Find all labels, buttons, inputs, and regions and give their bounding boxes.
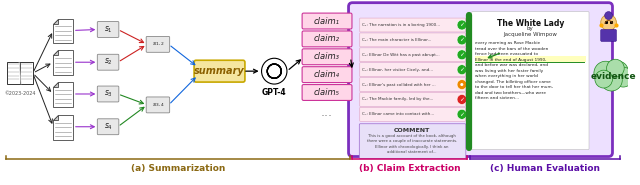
FancyBboxPatch shape	[302, 13, 352, 29]
FancyBboxPatch shape	[146, 36, 170, 52]
FancyBboxPatch shape	[472, 12, 589, 149]
FancyBboxPatch shape	[360, 33, 465, 47]
FancyBboxPatch shape	[349, 3, 612, 157]
FancyBboxPatch shape	[302, 67, 352, 83]
FancyBboxPatch shape	[97, 54, 119, 70]
FancyBboxPatch shape	[194, 60, 245, 82]
Text: This is a good account of the book, although
there were a couple of inaccurate s: This is a good account of the book, alth…	[367, 134, 457, 154]
Circle shape	[457, 65, 467, 75]
Text: evidence: evidence	[591, 72, 636, 81]
Text: ✓: ✓	[460, 37, 465, 42]
Polygon shape	[53, 50, 73, 75]
Text: $s_2$: $s_2$	[104, 57, 113, 68]
Text: $s_{1,2}$: $s_{1,2}$	[152, 41, 164, 48]
Circle shape	[607, 59, 624, 77]
Polygon shape	[53, 50, 58, 55]
Text: The White Lady: The White Lady	[497, 18, 564, 28]
Polygon shape	[53, 115, 58, 120]
Text: claim₃: claim₃	[314, 52, 340, 61]
Text: C₁: The narration is in a boring 1900...: C₁: The narration is in a boring 1900...	[362, 23, 440, 27]
Text: C₂: The main character is Ellinor...: C₂: The main character is Ellinor...	[362, 38, 431, 42]
Text: claim₅: claim₅	[314, 88, 340, 97]
FancyBboxPatch shape	[8, 62, 33, 84]
FancyBboxPatch shape	[475, 56, 586, 62]
FancyBboxPatch shape	[360, 92, 465, 106]
FancyBboxPatch shape	[302, 31, 352, 47]
Text: $s_1$: $s_1$	[104, 24, 113, 35]
Text: Jacqueline Wimpow: Jacqueline Wimpow	[504, 32, 557, 37]
Text: GPT-4: GPT-4	[262, 88, 287, 97]
Text: C₅: Ellinor's past collided with her ...: C₅: Ellinor's past collided with her ...	[362, 83, 436, 87]
FancyBboxPatch shape	[97, 21, 119, 37]
FancyBboxPatch shape	[601, 29, 616, 41]
Text: every morning as Rose Mackie
tread over the bars of the wooden
fence had been ev: every morning as Rose Mackie tread over …	[475, 41, 553, 100]
Text: claim₁: claim₁	[314, 16, 340, 26]
Text: $s_{3,4}$: $s_{3,4}$	[152, 101, 164, 109]
Text: claim₂: claim₂	[314, 34, 340, 43]
Text: $s_4$: $s_4$	[104, 122, 113, 132]
FancyBboxPatch shape	[302, 85, 352, 100]
Circle shape	[601, 15, 616, 31]
Circle shape	[605, 12, 612, 20]
FancyBboxPatch shape	[360, 48, 465, 62]
Text: ©2023-2024: ©2023-2024	[4, 91, 36, 96]
Polygon shape	[53, 82, 58, 87]
Text: ✓: ✓	[460, 52, 465, 57]
Text: ...: ...	[321, 106, 333, 119]
Circle shape	[457, 95, 467, 104]
Text: C₄: Ellinor, her visitor Cicely, and...: C₄: Ellinor, her visitor Cicely, and...	[362, 68, 433, 72]
Circle shape	[457, 50, 467, 60]
Polygon shape	[53, 18, 58, 23]
Text: ✓: ✓	[460, 112, 465, 117]
Text: claim₄: claim₄	[314, 70, 340, 79]
Circle shape	[457, 109, 467, 119]
Polygon shape	[53, 115, 73, 140]
Text: (c) Human Evaluation: (c) Human Evaluation	[490, 164, 600, 174]
Text: C₆: The Mackie family, led by the...: C₆: The Mackie family, led by the...	[362, 97, 433, 101]
Text: ✓: ✓	[460, 23, 465, 28]
Circle shape	[594, 61, 618, 85]
Circle shape	[457, 20, 467, 30]
Text: ✓: ✓	[460, 97, 465, 102]
Text: summary: summary	[194, 66, 245, 76]
Polygon shape	[53, 82, 73, 107]
Text: C₃: Ellinor De Witt has a past abrupt...: C₃: Ellinor De Witt has a past abrupt...	[362, 53, 440, 57]
FancyBboxPatch shape	[360, 63, 465, 77]
Circle shape	[601, 69, 622, 91]
Text: (b) Claim Extraction: (b) Claim Extraction	[359, 164, 460, 174]
FancyBboxPatch shape	[360, 18, 465, 32]
FancyBboxPatch shape	[97, 119, 119, 135]
Circle shape	[457, 80, 467, 90]
Circle shape	[595, 70, 612, 88]
Text: (a) Summarization: (a) Summarization	[131, 164, 225, 174]
Text: C₇: Ellinor came into contact with...: C₇: Ellinor came into contact with...	[362, 112, 435, 116]
FancyBboxPatch shape	[360, 107, 465, 121]
FancyBboxPatch shape	[97, 86, 119, 102]
FancyBboxPatch shape	[359, 124, 466, 159]
Text: $s_3$: $s_3$	[104, 89, 113, 99]
FancyBboxPatch shape	[146, 97, 170, 113]
FancyBboxPatch shape	[302, 49, 352, 65]
Text: ✓: ✓	[460, 67, 465, 72]
Polygon shape	[53, 18, 73, 43]
Text: COMMENT: COMMENT	[394, 128, 430, 133]
Circle shape	[609, 61, 628, 81]
Circle shape	[457, 35, 467, 45]
Circle shape	[614, 67, 633, 87]
Text: by: by	[527, 26, 534, 31]
Text: ●: ●	[460, 83, 464, 87]
FancyBboxPatch shape	[360, 78, 465, 92]
